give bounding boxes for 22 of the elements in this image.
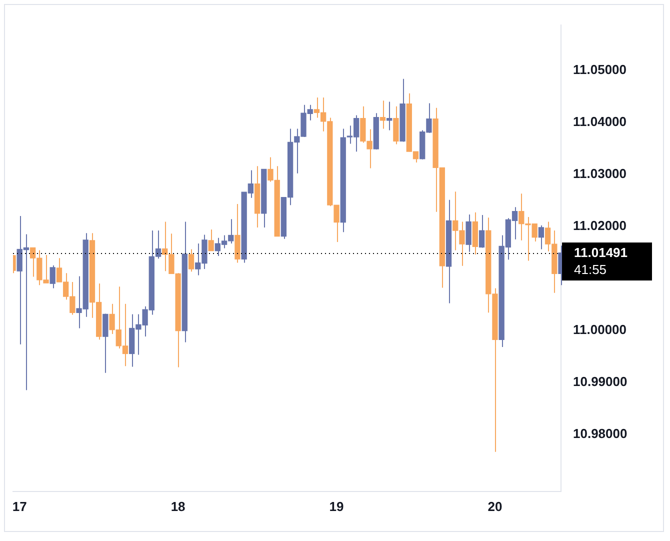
x-tick-label: 17 <box>12 498 27 514</box>
y-tick-label: 11.00000 <box>573 322 627 337</box>
y-tick-label: 11.04000 <box>573 114 627 130</box>
candlestick <box>393 106 399 145</box>
y-tick-label: 11.05000 <box>573 62 627 78</box>
candlestick <box>50 264 56 289</box>
candlestick <box>380 100 386 130</box>
y-tick-label: 11.03000 <box>573 166 627 182</box>
candlestick <box>466 214 472 252</box>
text: 41:55 <box>574 262 607 278</box>
x-tick-label: 19 <box>329 498 344 514</box>
candlestick <box>188 248 194 272</box>
ref-line-label: 11.01491 <box>574 245 628 260</box>
y-tick-label: 11.02000 <box>573 218 627 233</box>
candlestick <box>478 214 485 248</box>
x-tick-label: 20 <box>488 498 502 514</box>
candlestick <box>538 224 544 250</box>
y-tick-label: 10.99000 <box>573 374 628 389</box>
x-tick-label: 18 <box>170 498 186 514</box>
candlestick <box>208 229 214 252</box>
candlestick <box>102 313 108 374</box>
y-tick-label: 10.98000 <box>573 426 628 441</box>
